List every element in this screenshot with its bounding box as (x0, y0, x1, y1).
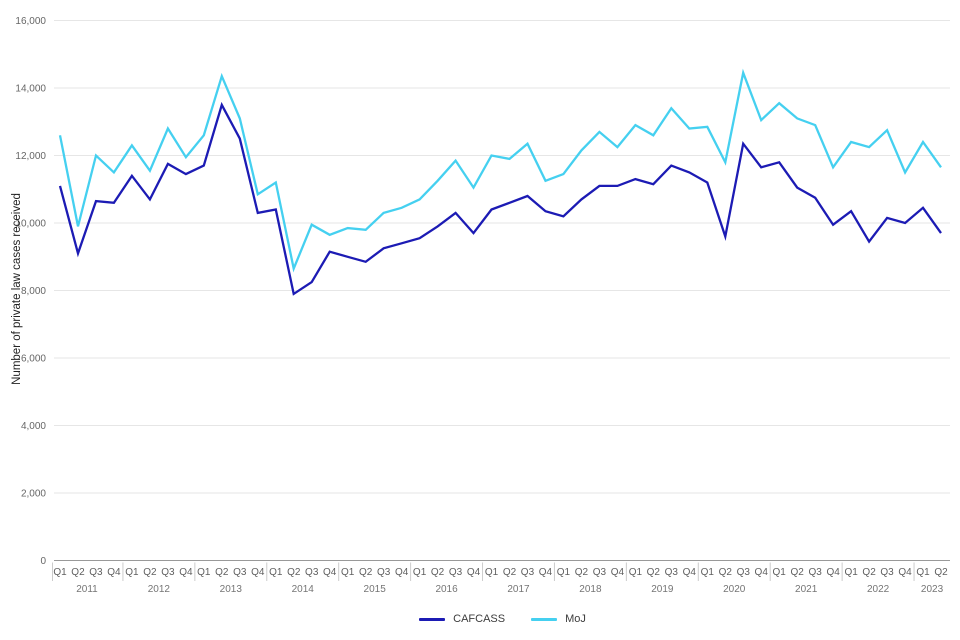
x-tick-label: Q1 (125, 567, 139, 578)
x-tick-label: Q4 (826, 567, 840, 578)
legend-label-cafcass: CAFCASS (453, 613, 506, 625)
x-tick-label: Q1 (701, 567, 715, 578)
y-tick-label: 10,000 (15, 219, 46, 230)
legend-item-cafcass: CAFCASS (419, 613, 505, 625)
x-tick-label: Q2 (215, 567, 229, 578)
x-tick-label: Q4 (755, 567, 769, 578)
x-tick-label: Q3 (89, 567, 103, 578)
x-tick-label: Q2 (719, 567, 733, 578)
x-tick-label: Q1 (197, 567, 211, 578)
x-tick-label: Q2 (575, 567, 589, 578)
y-tick-label: 14,000 (15, 84, 46, 95)
x-tick-label: Q3 (305, 567, 319, 578)
y-tick-label: 4,000 (21, 421, 46, 432)
x-tick-label: Q2 (71, 567, 85, 578)
x-tick-label: Q3 (161, 567, 175, 578)
y-tick-label: 12,000 (15, 151, 46, 162)
x-tick-label: Q1 (53, 567, 67, 578)
x-tick-label: Q1 (413, 567, 427, 578)
x-tick-label: Q3 (521, 567, 535, 578)
y-tick-label: 8,000 (21, 286, 46, 297)
year-label: 2020 (723, 584, 746, 595)
legend-label-moj: MoJ (565, 613, 586, 625)
x-tick-label: Q1 (269, 567, 283, 578)
y-tick-label: 2,000 (21, 489, 46, 500)
x-tick-label: Q1 (629, 567, 643, 578)
chart-legend: CAFCASS MoJ (0, 613, 960, 625)
x-tick-label: Q4 (251, 567, 265, 578)
year-label: 2016 (435, 584, 458, 595)
y-tick-label: 0 (40, 556, 46, 567)
x-tick-label: Q4 (683, 567, 697, 578)
year-label: 2014 (292, 584, 315, 595)
x-tick-label: Q3 (377, 567, 391, 578)
x-tick-label: Q4 (539, 567, 553, 578)
x-tick-label: Q1 (916, 567, 930, 578)
series-line-moj (58, 68, 942, 273)
y-axis-title: Number of private law cases received (11, 193, 23, 385)
x-tick-label: Q4 (179, 567, 193, 578)
y-axis-labels: 0 2,000 4,000 6,000 8,000 10,000 12,000 14,000 1… (15, 16, 46, 567)
year-label: 2013 (220, 584, 243, 595)
x-tick-label: Q3 (449, 567, 463, 578)
x-tick-label: Q3 (665, 567, 679, 578)
x-tick-label: Q4 (898, 567, 912, 578)
x-tick-label: Q1 (485, 567, 499, 578)
x-tick-label: Q3 (808, 567, 822, 578)
x-tick-label: Q4 (323, 567, 337, 578)
x-tick-label: Q2 (934, 567, 948, 578)
gridlines (54, 20, 950, 561)
x-tick-label: Q2 (431, 567, 445, 578)
x-tick-label: Q2 (862, 567, 876, 578)
year-label: 2021 (795, 584, 818, 595)
x-tick-label: Q4 (467, 567, 481, 578)
x-tick-label: Q2 (503, 567, 517, 578)
year-label: 2017 (507, 584, 530, 595)
year-label: 2012 (148, 584, 171, 595)
x-tick-label: Q3 (880, 567, 894, 578)
year-label: 2018 (579, 584, 602, 595)
x-tick-label: Q2 (143, 567, 157, 578)
moj-line-swatch (531, 617, 558, 621)
x-tick-label: Q2 (791, 567, 805, 578)
cafcass-line-swatch (419, 617, 446, 621)
x-tick-label: Q3 (737, 567, 751, 578)
x-tick-label: Q1 (341, 567, 355, 578)
year-label: 2023 (921, 584, 944, 595)
series-line-cafcass (58, 101, 942, 296)
x-tick-label: Q3 (593, 567, 607, 578)
x-tick-label: Q4 (395, 567, 409, 578)
year-label: 2015 (364, 584, 387, 595)
x-tick-label: Q2 (647, 567, 661, 578)
y-tick-label: 16,000 (15, 16, 46, 27)
legend-item-moj: MoJ (531, 613, 586, 625)
y-tick-label: 6,000 (21, 354, 46, 365)
x-tick-label: Q4 (611, 567, 625, 578)
year-label: 2011 (76, 584, 98, 595)
x-tick-label: Q4 (107, 567, 121, 578)
x-tick-label: Q1 (844, 567, 858, 578)
year-label: 2022 (867, 584, 890, 595)
year-label: 2019 (651, 584, 674, 595)
x-tick-label: Q2 (359, 567, 373, 578)
x-tick-label: Q3 (233, 567, 247, 578)
x-tick-label: Q2 (287, 567, 301, 578)
x-tick-label: Q1 (557, 567, 571, 578)
x-tick-label: Q1 (773, 567, 787, 578)
